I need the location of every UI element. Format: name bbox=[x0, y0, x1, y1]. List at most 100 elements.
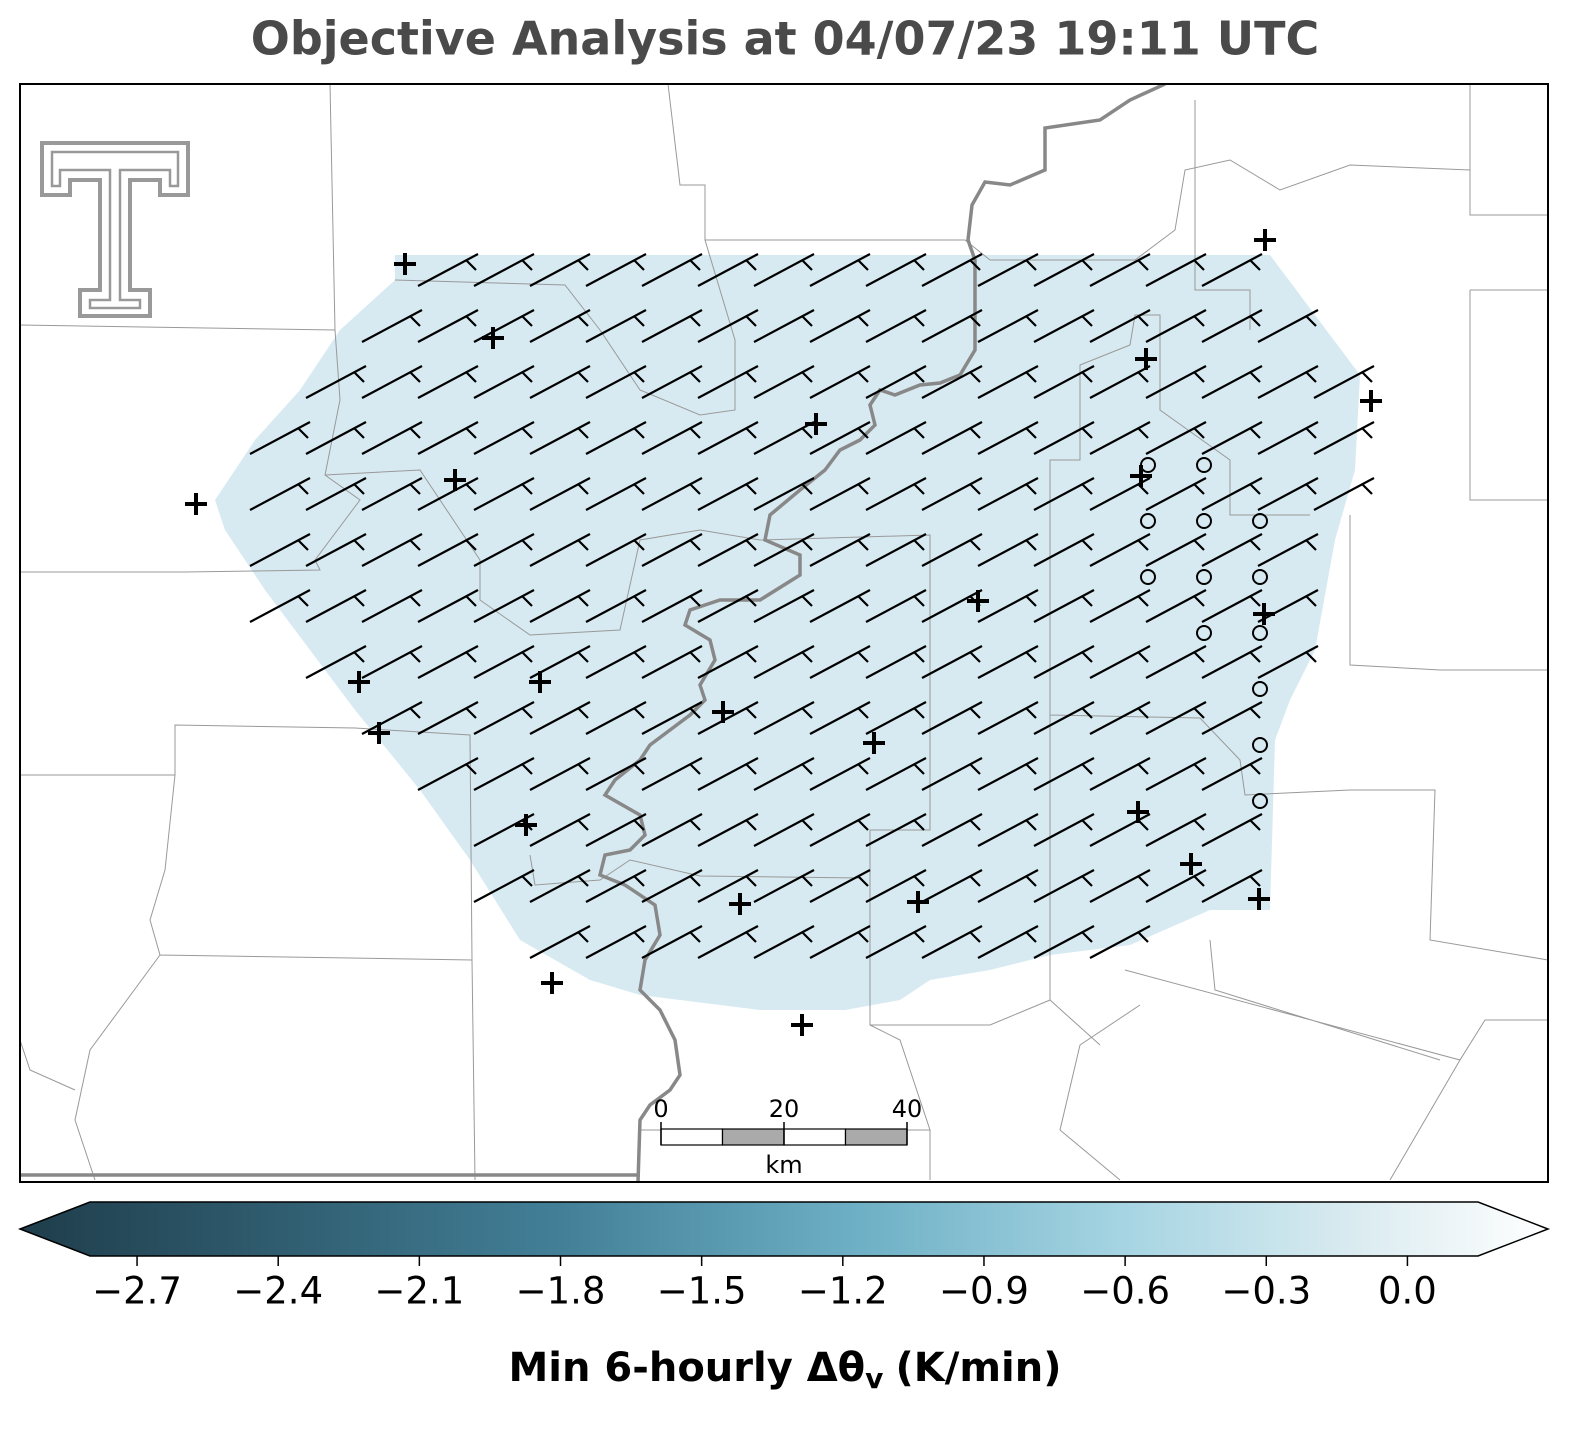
wind-barb bbox=[361, 701, 423, 735]
wind-barb bbox=[1033, 701, 1095, 735]
wind-barb bbox=[1145, 309, 1207, 343]
station bbox=[185, 493, 207, 515]
wind-barb bbox=[977, 757, 1039, 791]
wind-barb bbox=[361, 365, 423, 399]
station bbox=[967, 590, 989, 612]
colorbar-tick-label: −2.1 bbox=[374, 1270, 464, 1313]
wind-barb bbox=[697, 365, 759, 399]
wind-barb bbox=[529, 477, 591, 511]
wind-barb bbox=[641, 645, 703, 679]
wind-barb bbox=[1033, 925, 1095, 959]
wind-barb bbox=[417, 477, 479, 511]
wind-barb bbox=[1089, 309, 1151, 343]
station bbox=[1360, 390, 1382, 412]
wind-barb bbox=[1089, 701, 1151, 735]
wind-barb bbox=[473, 701, 535, 735]
wind-barb bbox=[921, 421, 983, 455]
wind-barb bbox=[753, 365, 815, 399]
wind-barb bbox=[697, 701, 759, 735]
wind-barb bbox=[1257, 421, 1319, 455]
wind-barb bbox=[753, 533, 815, 567]
wind-barb bbox=[1089, 645, 1151, 679]
colorbar: Min 6-hourly Δθv (K/min) −2.7 −2.4 −2.1 −1.8… bbox=[17, 1201, 1551, 1395]
wind-barb bbox=[1089, 533, 1151, 567]
wind-barb bbox=[809, 813, 871, 847]
title: Objective Analysis at 04/07/23 19:11 UTC bbox=[251, 12, 1320, 66]
station bbox=[1253, 603, 1275, 625]
wind-barb bbox=[697, 253, 759, 287]
wind-barb bbox=[1201, 421, 1263, 455]
wind-barb bbox=[1033, 869, 1095, 903]
wind-barb bbox=[1033, 253, 1095, 287]
station bbox=[394, 253, 416, 275]
wind-barb bbox=[1201, 365, 1263, 399]
wind-barb bbox=[809, 757, 871, 791]
label-main: Min 6-hourly Δθ bbox=[509, 1345, 866, 1391]
wind-barb bbox=[305, 589, 367, 623]
wind-barb bbox=[865, 869, 927, 903]
wind-barb bbox=[753, 701, 815, 735]
wind-barb bbox=[753, 589, 815, 623]
wind-barb bbox=[1089, 253, 1151, 287]
wind-barb bbox=[305, 421, 367, 455]
wind-barb bbox=[1145, 701, 1207, 735]
analysis-region bbox=[215, 255, 1360, 1010]
colorbar-tick-label: −0.9 bbox=[939, 1270, 1029, 1313]
wind-barb bbox=[529, 253, 591, 287]
station bbox=[529, 671, 551, 693]
wind-barb bbox=[585, 533, 647, 567]
wind-barb bbox=[921, 701, 983, 735]
wind-barb bbox=[1201, 869, 1263, 903]
wind-barb bbox=[417, 309, 479, 343]
wind-barb bbox=[809, 365, 871, 399]
wind-barb bbox=[585, 421, 647, 455]
wind-barb bbox=[585, 309, 647, 343]
wind-barb bbox=[1201, 589, 1263, 623]
wind-barb bbox=[1257, 365, 1319, 399]
wind-barb bbox=[249, 533, 311, 567]
calm-station bbox=[1196, 625, 1212, 641]
wind-barb bbox=[473, 645, 535, 679]
wind-barb bbox=[1033, 757, 1095, 791]
wind-barb bbox=[865, 421, 927, 455]
wind-barb bbox=[249, 421, 311, 455]
station bbox=[712, 701, 734, 723]
wind-barb bbox=[977, 701, 1039, 735]
wind-barb bbox=[865, 925, 927, 959]
wind-barb bbox=[585, 925, 647, 959]
wind-barb bbox=[305, 533, 367, 567]
calm-station bbox=[1252, 681, 1268, 697]
wind-barb bbox=[1257, 309, 1319, 343]
scale-unit: km bbox=[765, 1151, 802, 1179]
wind-barb bbox=[1201, 309, 1263, 343]
colorbar-tick-label: −1.5 bbox=[657, 1270, 747, 1313]
label-unit: (K/min) bbox=[895, 1345, 1061, 1391]
wind-barb bbox=[921, 533, 983, 567]
wind-barb bbox=[697, 309, 759, 343]
wind-barb bbox=[977, 253, 1039, 287]
wind-barb bbox=[1089, 365, 1151, 399]
wind-barb bbox=[473, 365, 535, 399]
wind-barb bbox=[753, 421, 815, 455]
wind-barb bbox=[1201, 645, 1263, 679]
wind-barb bbox=[361, 645, 423, 679]
wind-barb bbox=[865, 589, 927, 623]
station bbox=[368, 722, 390, 744]
wind-barb bbox=[921, 477, 983, 511]
wind-barb bbox=[1313, 421, 1375, 455]
wind-barb bbox=[305, 477, 367, 511]
colorbar-body bbox=[17, 1201, 1551, 1257]
wind-barb bbox=[1033, 309, 1095, 343]
wind-barb bbox=[641, 309, 703, 343]
station bbox=[729, 893, 751, 915]
wind-barb bbox=[753, 869, 815, 903]
wind-barb bbox=[697, 813, 759, 847]
wind-barb bbox=[473, 533, 535, 567]
calm-station bbox=[1196, 569, 1212, 585]
wind-barb bbox=[641, 813, 703, 847]
wind-barb bbox=[529, 309, 591, 343]
wind-barb bbox=[529, 869, 591, 903]
wind-barb bbox=[417, 253, 479, 287]
wind-barb bbox=[529, 813, 591, 847]
wind-barb bbox=[1145, 589, 1207, 623]
